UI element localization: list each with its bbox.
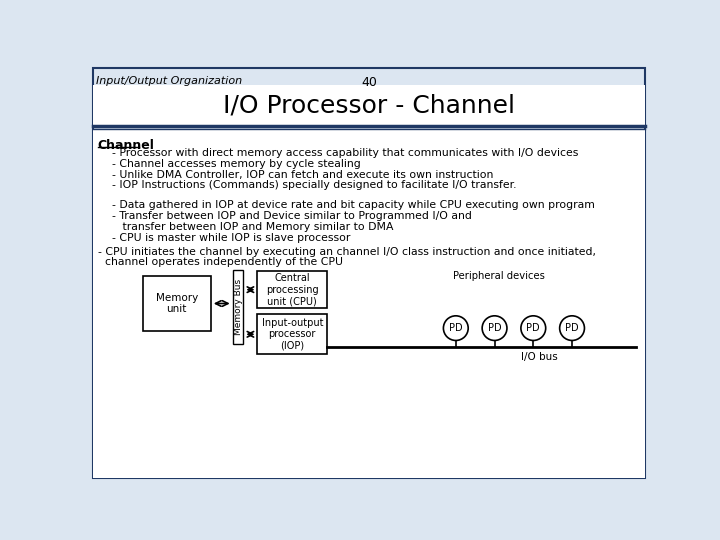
- Text: Input-output
processor
(IOP): Input-output processor (IOP): [261, 318, 323, 351]
- Circle shape: [521, 316, 546, 340]
- Text: - CPU is master while IOP is slave processor: - CPU is master while IOP is slave proce…: [98, 233, 350, 242]
- Text: PD: PD: [526, 323, 540, 333]
- Circle shape: [444, 316, 468, 340]
- Text: Central
processing
unit (CPU): Central processing unit (CPU): [266, 273, 318, 306]
- Text: I/O bus: I/O bus: [521, 352, 558, 362]
- Text: PD: PD: [565, 323, 579, 333]
- Text: - Processor with direct memory access capability that communicates with I/O devi: - Processor with direct memory access ca…: [98, 148, 578, 158]
- Text: Memory
unit: Memory unit: [156, 293, 198, 314]
- Bar: [233, 269, 243, 343]
- Text: Peripheral devices: Peripheral devices: [453, 271, 544, 281]
- Circle shape: [482, 316, 507, 340]
- Bar: [93, 85, 645, 126]
- Text: - Data gathered in IOP at device rate and bit capacity while CPU executing own p: - Data gathered in IOP at device rate an…: [98, 200, 595, 210]
- Bar: [258, 271, 327, 308]
- Text: - Unlike DMA Controller, IOP can fetch and execute its own instruction: - Unlike DMA Controller, IOP can fetch a…: [98, 170, 493, 179]
- Text: Input/Output Organization: Input/Output Organization: [96, 76, 243, 85]
- Text: transfer between IOP and Memory similar to DMA: transfer between IOP and Memory similar …: [98, 222, 393, 232]
- Text: Memory Bus: Memory Bus: [233, 279, 243, 335]
- Text: 40: 40: [361, 76, 377, 89]
- Text: - CPU initiates the channel by executing an channel I/O class instruction and on: - CPU initiates the channel by executing…: [98, 247, 595, 256]
- Text: I/O Processor - Channel: I/O Processor - Channel: [223, 93, 515, 118]
- Bar: [93, 130, 645, 477]
- Text: - IOP Instructions (Commands) specially designed to facilitate I/O transfer.: - IOP Instructions (Commands) specially …: [98, 180, 516, 190]
- Text: - Channel accesses memory by cycle stealing: - Channel accesses memory by cycle steal…: [98, 159, 361, 168]
- Text: - Transfer between IOP and Device similar to Programmed I/O and: - Transfer between IOP and Device simila…: [98, 211, 472, 221]
- Text: channel operates independently of the CPU: channel operates independently of the CP…: [98, 257, 343, 267]
- Bar: [258, 314, 327, 354]
- Text: PD: PD: [449, 323, 463, 333]
- Text: Channel: Channel: [98, 139, 155, 152]
- Bar: [143, 276, 211, 331]
- Text: PD: PD: [487, 323, 501, 333]
- Circle shape: [559, 316, 585, 340]
